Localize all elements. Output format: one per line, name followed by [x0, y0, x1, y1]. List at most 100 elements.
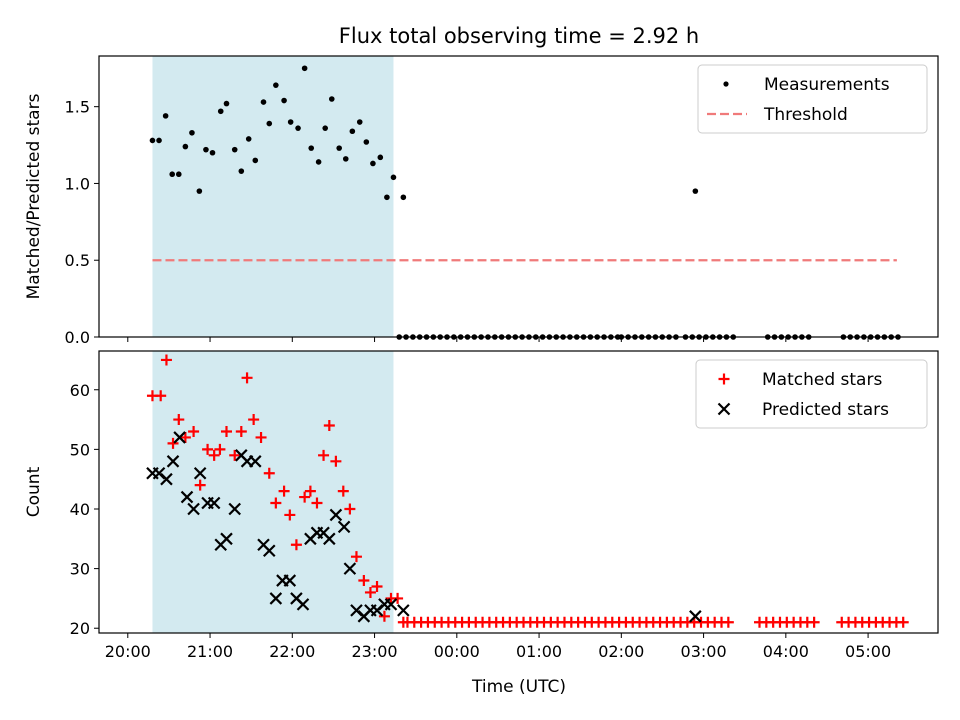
legend-label: Measurements	[764, 75, 890, 95]
predicted-star-marker	[343, 562, 357, 575]
matched-star-marker	[344, 503, 356, 515]
measurement-point	[692, 188, 699, 194]
legend-label: Predicted stars	[762, 400, 889, 420]
predicted-star-marker	[397, 604, 410, 617]
matched-star-marker	[323, 420, 335, 432]
measurement-point	[196, 188, 203, 194]
series-measurements	[149, 65, 407, 201]
predicted-star-marker	[329, 508, 343, 522]
predicted-star-marker	[689, 610, 702, 623]
measurement-point	[328, 96, 335, 102]
measurement-point	[308, 145, 315, 151]
y-axis-label: Matched/Predicted stars	[24, 93, 44, 299]
predicted-star-marker	[249, 455, 262, 468]
matched-star-marker	[330, 455, 342, 467]
measurement-point	[209, 149, 216, 156]
matched-star-marker	[167, 437, 179, 449]
matched-star-marker	[220, 425, 232, 437]
matched-star-marker	[392, 592, 404, 604]
y-tick-label: 60	[70, 381, 90, 400]
predicted-star-marker	[180, 490, 194, 504]
axes-frame	[98, 55, 939, 338]
measurement-point	[377, 154, 384, 161]
measurement-point	[156, 137, 162, 144]
measurement-point	[336, 145, 342, 151]
legend-swatch-x	[717, 402, 731, 416]
predicted-star-marker	[228, 502, 241, 516]
predicted-star-marker	[193, 466, 207, 480]
measurement-point	[363, 139, 370, 145]
y-tick-label: 0.5	[65, 251, 90, 270]
measurement-point	[273, 82, 279, 88]
figure-title: Flux total observing time = 2.92 h	[339, 24, 699, 48]
measurement-point	[182, 143, 189, 150]
matched-star-marker	[364, 586, 376, 598]
measurement-point	[223, 100, 230, 107]
matched-star-marker	[208, 449, 220, 461]
series-predicted-stars	[146, 431, 702, 623]
matched-star-marker	[179, 431, 191, 443]
predicted-star-marker	[296, 598, 310, 611]
predicted-star-marker	[160, 472, 173, 486]
predicted-star-marker	[384, 598, 398, 611]
matched-star-marker	[318, 449, 330, 461]
measurement-point	[342, 156, 349, 162]
measurement-point	[315, 159, 322, 165]
matched-star-marker	[248, 414, 260, 426]
measurement-point	[217, 108, 224, 115]
x-tick-label: 23:00	[351, 642, 397, 661]
measurement-point	[260, 99, 267, 105]
measurement-point	[203, 146, 209, 153]
matched-star-marker	[304, 485, 316, 497]
measurement-point	[400, 194, 407, 201]
x-tick-label: 00:00	[434, 642, 480, 661]
measurement-point	[252, 157, 259, 164]
measurement-point	[189, 129, 195, 136]
measurement-point	[162, 113, 169, 119]
x-tick-label: 03:00	[681, 642, 727, 661]
predicted-star-marker	[187, 502, 200, 516]
matched-star-marker	[255, 431, 267, 443]
measurement-point	[245, 136, 252, 142]
y-tick-label: 0.0	[65, 328, 90, 347]
matched-star-marker	[378, 610, 390, 622]
predicted-star-marker	[283, 574, 297, 587]
matched-star-marker	[202, 443, 214, 455]
matched-star-marker	[160, 354, 172, 366]
matched-star-marker	[188, 425, 200, 437]
matched-star-marker	[299, 491, 311, 503]
legend-swatch-dot	[723, 81, 729, 87]
matched-star-marker	[235, 425, 247, 437]
panel-counts: 20 30 40 50 60 20:00 21:00 22:00 23:00 00:00 01:00…	[24, 350, 939, 661]
measurement-point	[238, 168, 245, 174]
matched-star-marker	[290, 539, 302, 551]
matched-star-marker	[194, 479, 206, 491]
measurement-point	[169, 171, 176, 178]
measurement-point	[149, 137, 156, 144]
legend-box	[695, 359, 928, 429]
matched-star-marker	[722, 616, 734, 628]
measurement-point	[287, 119, 294, 125]
x-tick-label: 04:00	[763, 642, 809, 661]
measurement-point	[175, 171, 182, 178]
matched-star-marker	[358, 575, 370, 587]
legend-label: Matched stars	[762, 370, 882, 390]
x-tick-label: 20:00	[105, 642, 151, 661]
x-tick-label: 22:00	[269, 642, 315, 661]
legend-swatch-plus	[718, 373, 730, 385]
measurement-point	[231, 146, 238, 153]
y-tick-label: 40	[70, 500, 90, 519]
matched-star-marker	[350, 551, 362, 563]
y-axis-label: Count	[24, 466, 44, 517]
predicted-star-marker	[269, 592, 283, 605]
matched-star-marker	[229, 449, 241, 461]
predicted-star-marker	[166, 455, 180, 468]
measurement-point	[301, 65, 308, 72]
predicted-star-marker	[173, 431, 186, 444]
matched-star-marker	[337, 485, 349, 497]
matched-star-marker	[263, 467, 275, 479]
measurement-point	[356, 119, 363, 125]
predicted-star-marker	[207, 496, 221, 510]
x-axis-label: Time (UTC)	[471, 677, 566, 697]
